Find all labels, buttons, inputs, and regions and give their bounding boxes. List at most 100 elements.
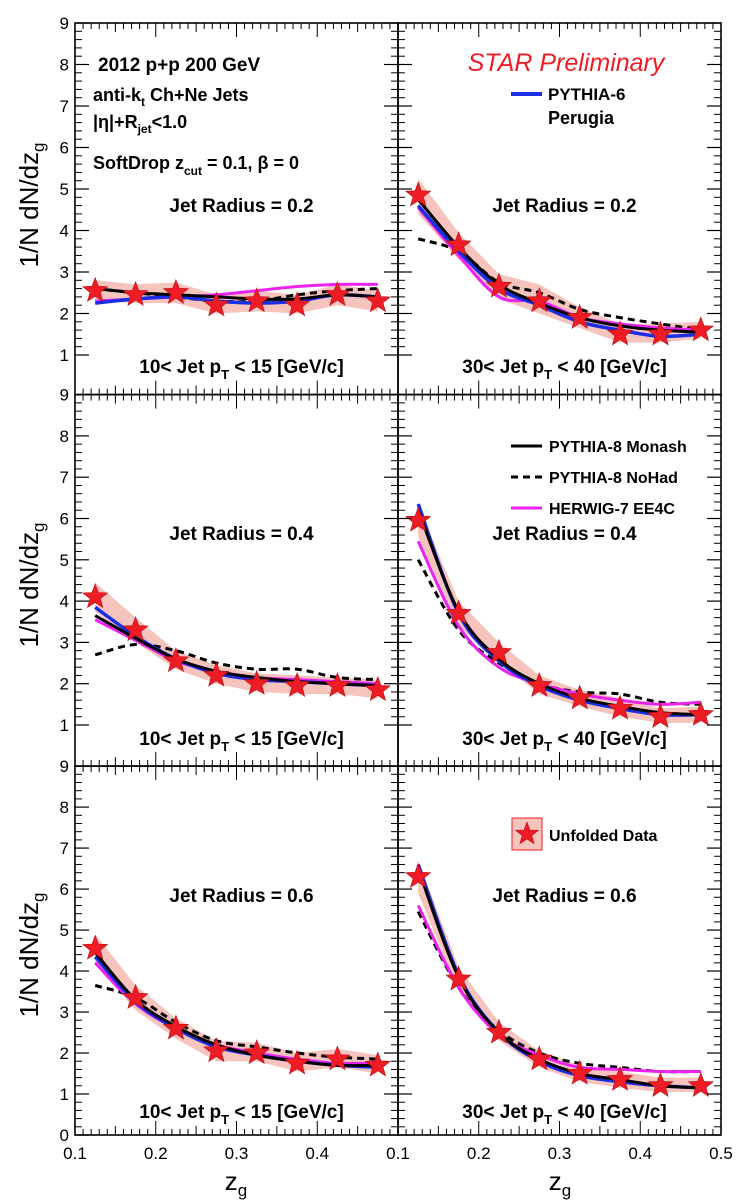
data-point-star xyxy=(283,671,311,697)
y-tick-label: 8 xyxy=(60,56,69,75)
jet-pt-range-label: 30< Jet pT < 40 [GeV/c] xyxy=(462,729,666,754)
y-tick-label: 8 xyxy=(60,427,69,446)
jet-pt-range-label: 10< Jet pT < 15 [GeV/c] xyxy=(139,357,343,382)
series-herwig-line xyxy=(94,961,378,1066)
info-line-2: anti-kt Ch+Ne Jets xyxy=(93,85,249,109)
data-point-star xyxy=(81,276,109,302)
legend-pythia6-label-2: Perugia xyxy=(548,108,615,128)
data-point-star xyxy=(283,291,311,317)
data-point-star xyxy=(566,1059,593,1085)
series-herwig-line xyxy=(416,904,701,1074)
series-herwig-line xyxy=(417,206,701,332)
y-tick-label: 3 xyxy=(60,1003,69,1022)
panel-frame xyxy=(74,765,399,1136)
data-point-star xyxy=(647,320,674,346)
series-monash-line xyxy=(417,198,701,334)
data-point-star xyxy=(445,231,472,257)
y-tick-label: 9 xyxy=(60,14,69,33)
legend-nohad-label: PYTHIA-8 NoHad xyxy=(549,470,678,487)
y-tick-label: 4 xyxy=(60,962,69,981)
y-tick-label: 3 xyxy=(60,633,69,652)
data-point-star xyxy=(404,506,432,532)
x-tick-label: 0.3 xyxy=(225,1144,249,1163)
data-point-star xyxy=(404,862,432,888)
data-point-star xyxy=(606,694,634,720)
series-nohad-line xyxy=(417,237,702,332)
data-point-star xyxy=(526,1045,553,1071)
y-tick-label: 5 xyxy=(60,180,69,199)
y-tick-label: 2 xyxy=(60,675,69,694)
data-point-star xyxy=(485,638,513,664)
data-point-star xyxy=(364,287,392,313)
data-point-star xyxy=(243,1039,270,1065)
y-tick-label: 7 xyxy=(60,839,69,858)
data-point-star xyxy=(404,181,432,207)
panel-4: Jet Radius = 0.4 30< Jet pT < 40 [GeV/c] xyxy=(397,393,722,767)
series-nohad-line xyxy=(94,642,378,682)
panel-5: Jet Radius = 0.6 10< Jet pT < 15 [GeV/c] 0… xyxy=(60,757,399,1163)
jet-radius-label: Jet Radius = 0.4 xyxy=(169,524,314,545)
jet-pt-range-label: 10< Jet pT < 15 [GeV/c] xyxy=(139,729,343,754)
y-tick-label: 5 xyxy=(60,551,69,570)
jet-pt-range-label: 10< Jet pT < 15 [GeV/c] xyxy=(139,1102,343,1127)
data-point-star xyxy=(122,616,149,642)
y-tick-label: 6 xyxy=(60,510,69,529)
y-tick-label: 8 xyxy=(60,798,69,817)
jet-radius-label: Jet Radius = 0.2 xyxy=(169,196,313,217)
info-line-3: |η|+Rjet<1.0 xyxy=(93,112,187,136)
x-tick-label: 0.3 xyxy=(548,1144,572,1163)
data-point-star xyxy=(364,1051,392,1077)
legend-pythia6-label-1: PYTHIA-6 xyxy=(548,85,625,104)
data-point-star xyxy=(324,671,351,697)
x-tick-label: 0.1 xyxy=(63,1144,87,1163)
data-point-star xyxy=(162,278,190,304)
data-point-star xyxy=(203,291,230,317)
data-point-star xyxy=(122,280,149,306)
y-tick-label: 1 xyxy=(60,716,69,735)
x-tick-label: 0.2 xyxy=(144,1144,168,1163)
info-line-4: SoftDrop zcut = 0.1, β = 0 xyxy=(93,153,299,178)
data-point-star xyxy=(162,1014,190,1040)
data-point-star xyxy=(485,1018,513,1044)
y-tick-label: 1 xyxy=(60,1085,69,1104)
data-point-star xyxy=(364,676,392,702)
panels-layer: Jet Radius = 0.2 10< Jet pT < 15 [GeV/c] 1… xyxy=(60,14,733,1163)
legend-star-shape xyxy=(514,821,540,845)
x-tick-label: 0.5 xyxy=(709,1144,733,1163)
data-point-star xyxy=(687,1071,715,1097)
data-point-star xyxy=(526,287,553,313)
y-tick-label: 7 xyxy=(60,468,69,487)
x-tick-label: 0.4 xyxy=(305,1144,329,1163)
y-tick-label: 6 xyxy=(60,880,69,899)
x-tick-label: 0.1 xyxy=(386,1144,410,1163)
jet-pt-range-label: 30< Jet pT < 40 [GeV/c] xyxy=(462,357,666,382)
data-point-star xyxy=(81,583,109,609)
jet-radius-label: Jet Radius = 0.2 xyxy=(492,196,636,217)
data-point-star xyxy=(445,965,472,991)
y-tick-label: 9 xyxy=(60,757,69,776)
data-point-star xyxy=(122,983,149,1009)
data-point-star xyxy=(485,272,513,298)
panel-3: Jet Radius = 0.4 10< Jet pT < 15 [GeV/c] 1… xyxy=(60,386,399,767)
data-point-star xyxy=(606,1065,634,1091)
jet-pt-range-label: 30< Jet pT < 40 [GeV/c] xyxy=(462,1102,666,1127)
data-point-star xyxy=(162,647,190,673)
jet-radius-label: Jet Radius = 0.4 xyxy=(492,524,637,545)
y-tick-label: 0 xyxy=(60,1126,69,1145)
panel-1: Jet Radius = 0.2 10< Jet pT < 15 [GeV/c] 1… xyxy=(60,14,399,396)
y-tick-label: 9 xyxy=(60,386,69,405)
data-point-star xyxy=(203,661,230,687)
data-point-star xyxy=(324,280,351,306)
data-point-star xyxy=(445,599,472,625)
data-point-star xyxy=(243,287,270,313)
data-point-star xyxy=(647,1071,674,1097)
y-axis-label-middle: 1/N dN/dzg xyxy=(14,522,48,647)
y-axis-label-bottom: 1/N dN/dzg xyxy=(14,892,48,1017)
legend-herwig-label: HERWIG-7 EE4C xyxy=(549,501,675,518)
data-point-star xyxy=(687,700,715,726)
y-tick-label: 5 xyxy=(60,921,69,940)
y-axis-label-top: 1/N dN/dzg xyxy=(14,142,48,267)
y-tick-label: 3 xyxy=(60,263,69,282)
y-tick-label: 2 xyxy=(60,305,69,324)
x-tick-label: 0.2 xyxy=(467,1144,491,1163)
